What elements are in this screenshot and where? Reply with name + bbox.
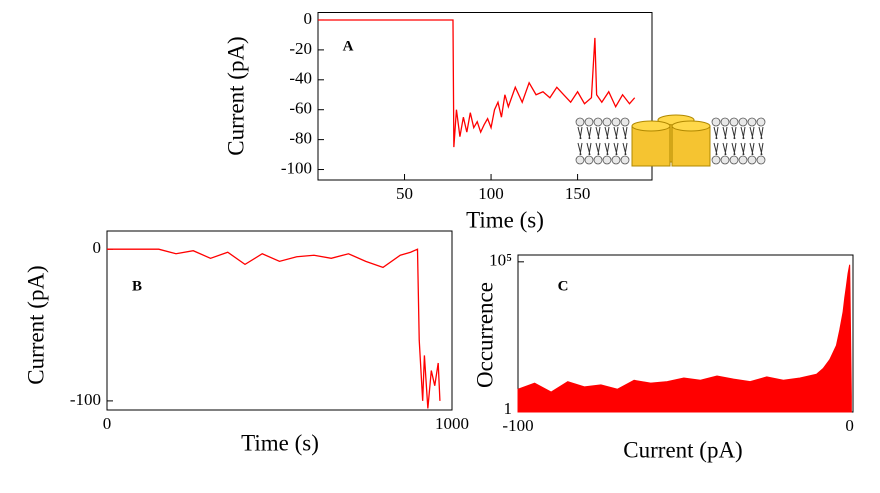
y-tick-label: -100: [281, 158, 312, 177]
y-axis-label: Current (pA): [23, 265, 48, 384]
y-tick-label: 1: [504, 399, 513, 418]
panel-label: C: [558, 278, 569, 294]
panel: 50 100 150 0 -20 -40 -60 -80 -100 Time (s) Current…: [223, 9, 653, 232]
y-tick-label: -60: [289, 99, 312, 118]
trace: [107, 248, 441, 409]
panel-background: [52, 228, 472, 456]
panel-background: [262, 8, 674, 213]
trace: [318, 19, 636, 148]
x-tick-label: -100: [502, 416, 533, 435]
panel-label: B: [132, 278, 142, 294]
x-tick-label: 0: [103, 414, 112, 433]
x-tick-label: 150: [565, 184, 591, 203]
y-tick-label: -20: [289, 39, 312, 58]
y-tick-label: -40: [289, 69, 312, 88]
x-axis-label: Current (pA): [623, 437, 742, 462]
x-axis-label: Time (s): [241, 430, 319, 455]
y-axis-label: Occurrence: [472, 282, 497, 388]
y-tick-label: 10⁵: [489, 251, 512, 270]
x-tick-label: 1000: [435, 414, 469, 433]
x-tick-label: 50: [396, 184, 413, 203]
x-axis-label: Time (s): [466, 207, 544, 232]
panel-background: [482, 243, 880, 468]
histogram-area: [517, 264, 852, 413]
y-tick-label: -80: [289, 129, 312, 148]
panel-label: A: [343, 38, 354, 54]
x-tick-label: 100: [478, 184, 504, 203]
y-tick-label: 0: [304, 9, 313, 28]
y-tick-label: 0: [93, 238, 102, 257]
plot-frame: [317, 12, 653, 181]
plot-frame: [106, 230, 453, 411]
panel: -100 0 1 10⁵ Current (pA) Occurrence C: [472, 251, 854, 463]
y-tick-label: -100: [70, 390, 101, 409]
membrane-illustration: [575, 114, 766, 167]
x-tick-label: 0: [845, 416, 854, 435]
y-axis-label: Current (pA): [223, 36, 248, 155]
